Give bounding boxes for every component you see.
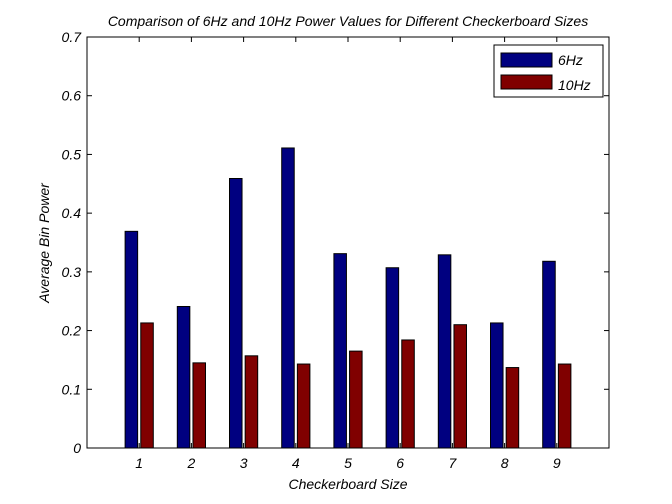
y-axis-label: Average Bin Power (36, 182, 52, 304)
bar-10hz-8 (505, 367, 520, 449)
chart-title: Comparison of 6Hz and 10Hz Power Values … (108, 13, 588, 29)
bar-6hz-3 (229, 178, 243, 449)
plot-frame (86, 36, 610, 449)
bar-6hz-6 (385, 267, 400, 449)
y-tick-label: 0.2 (62, 323, 82, 339)
x-tick-label: 1 (135, 455, 143, 471)
x-tick-label: 3 (240, 455, 248, 471)
bar-6hz-5 (333, 253, 347, 449)
bar-10hz-1 (140, 322, 154, 449)
bar-6hz-2 (176, 305, 191, 449)
y-axis-ticks: 0 0.1 0.2 0.3 0.4 0.5 0.6 0.7 (62, 29, 609, 456)
bar-6hz-7 (437, 254, 452, 449)
legend-swatch-6hz (500, 52, 553, 68)
x-tick-label: 7 (449, 455, 458, 471)
bar-10hz-7 (453, 324, 467, 449)
x-tick-label: 9 (553, 455, 561, 471)
y-tick-label: 0.6 (62, 88, 82, 104)
plot-area (86, 36, 610, 449)
bars-layer (124, 147, 572, 449)
bar-10hz-2 (192, 362, 206, 449)
legend-label-10hz: 10Hz (558, 77, 591, 93)
bar-6hz-9 (542, 260, 556, 449)
y-tick-label: 0.7 (62, 29, 83, 45)
x-tick-label: 2 (187, 455, 196, 471)
bar-6hz-4 (281, 147, 295, 449)
y-tick-label: 0.1 (62, 381, 81, 397)
bar-10hz-3 (244, 355, 259, 449)
legend-label-6hz: 6Hz (558, 52, 583, 68)
bar-10hz-6 (401, 339, 415, 449)
x-axis-label: Checkerboard Size (288, 476, 407, 492)
y-tick-label: 0.3 (62, 264, 82, 280)
bar-10hz-9 (557, 363, 572, 449)
y-tick-label: 0.5 (62, 146, 82, 162)
y-tick-label: 0.4 (62, 205, 82, 221)
legend-swatch-10hz (500, 74, 553, 90)
legend: 6Hz 10Hz (493, 44, 604, 98)
y-tick-label: 0 (73, 440, 81, 456)
x-tick-label: 5 (344, 455, 352, 471)
x-tick-label: 4 (292, 455, 300, 471)
bar-10hz-4 (296, 363, 311, 449)
bar-6hz-1 (124, 230, 139, 449)
x-axis-ticks: 1 2 3 4 5 6 7 8 9 (135, 37, 561, 471)
x-tick-label: 6 (396, 455, 404, 471)
x-tick-label: 8 (501, 455, 509, 471)
bar-10hz-5 (349, 350, 363, 449)
bar-6hz-8 (490, 322, 504, 449)
